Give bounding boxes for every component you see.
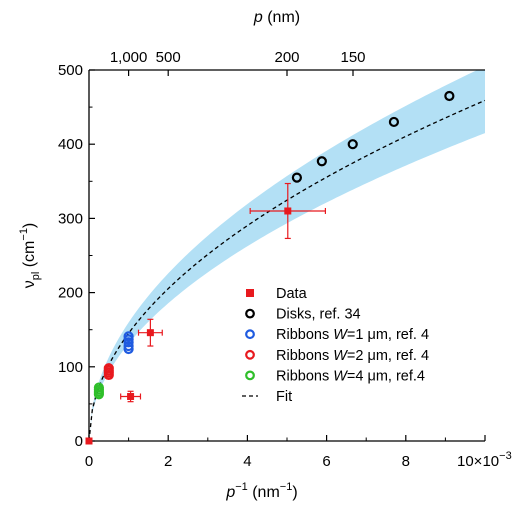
legend-label: Data bbox=[276, 286, 308, 302]
series-point bbox=[316, 156, 327, 167]
x-tick-label: 8 bbox=[402, 453, 410, 470]
data-point bbox=[284, 207, 292, 215]
series-point bbox=[388, 116, 400, 128]
x-tick-label: 0 bbox=[85, 453, 93, 470]
y-tick-label: 0 bbox=[75, 433, 83, 450]
plot-area bbox=[89, 70, 485, 441]
legend-label: Fit bbox=[276, 389, 292, 405]
top-tick-label: 500 bbox=[156, 49, 181, 66]
y-tick-label: 400 bbox=[58, 136, 83, 153]
series-point bbox=[347, 139, 358, 150]
legend-circle-swatch bbox=[245, 370, 255, 381]
top-tick-label: 200 bbox=[274, 49, 299, 66]
y-tick-label: 100 bbox=[58, 359, 83, 376]
series-point bbox=[444, 90, 455, 102]
data-point bbox=[85, 437, 93, 445]
series-point bbox=[123, 340, 134, 352]
legend-circle-swatch bbox=[245, 349, 255, 360]
y-tick-label: 200 bbox=[58, 285, 83, 302]
x-axis-title: p−1 (nm−1) bbox=[225, 481, 297, 501]
top-tick-label: 150 bbox=[340, 49, 365, 66]
x-tick-label: 2 bbox=[164, 453, 172, 470]
data-point bbox=[127, 392, 135, 400]
x-tick-label: 4 bbox=[243, 453, 251, 470]
legend-label: Disks, ref. 34 bbox=[276, 307, 361, 323]
legend-square-swatch bbox=[246, 289, 254, 297]
fit-confidence-band bbox=[89, 70, 485, 441]
legend-circle-swatch bbox=[245, 329, 255, 340]
series-point bbox=[93, 382, 105, 393]
x-tick-label: 6 bbox=[322, 453, 330, 470]
legend-label: Ribbons W=2 μm, ref. 4 bbox=[276, 348, 429, 364]
legend-label: Ribbons W=4 μm, ref.4 bbox=[276, 368, 425, 384]
legend-label: Ribbons W=1 μm, ref. 4 bbox=[276, 327, 429, 343]
top-axis-title: p (nm) bbox=[253, 9, 300, 26]
x-tick-label-last: 10×10−3 bbox=[457, 450, 512, 470]
y-tick-label: 500 bbox=[58, 62, 83, 79]
fit-line bbox=[89, 99, 485, 441]
top-tick-label: 1,000 bbox=[110, 49, 148, 66]
data-point bbox=[146, 329, 154, 337]
y-tick-label: 300 bbox=[58, 210, 83, 227]
legend-circle-swatch bbox=[245, 308, 255, 319]
series-point bbox=[103, 363, 114, 374]
series-point bbox=[123, 331, 134, 342]
series-point bbox=[291, 172, 302, 183]
y-axis-title: νpl (cm−1) bbox=[18, 223, 42, 289]
legend: Data Disks, ref. 34 Ribbons W=1 μm, ref. 4… bbox=[242, 286, 429, 405]
